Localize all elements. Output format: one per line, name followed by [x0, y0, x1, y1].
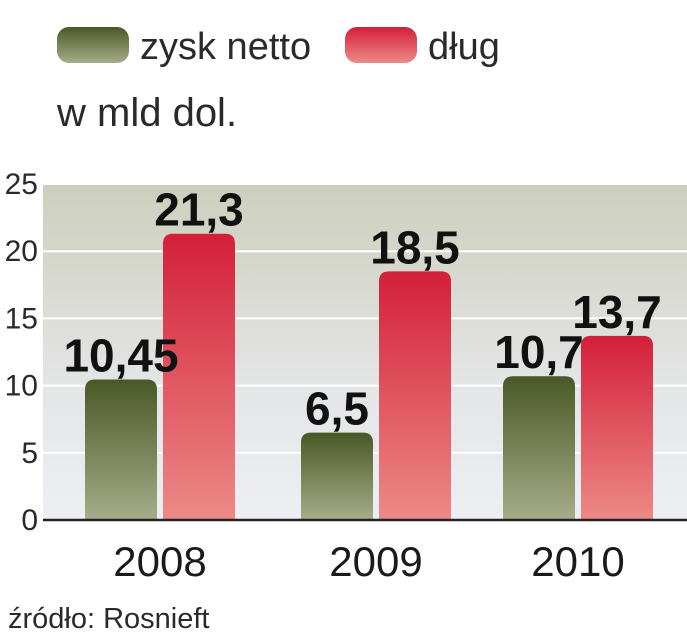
y-tick-label: 25: [5, 168, 38, 201]
legend-swatch-dlug: [345, 27, 417, 63]
x-tick-label: 2010: [531, 538, 624, 585]
legend-item-zysk-netto: zysk netto: [57, 26, 311, 68]
data-labels: 10,45 21,3 6,5 18,5 10,713,7: [63, 184, 661, 435]
legend: zysk netto dług: [57, 26, 500, 68]
bar-dlug-2010: [581, 335, 653, 520]
y-tick-label: 20: [5, 235, 38, 268]
legend-item-dlug: dług: [345, 26, 500, 68]
x-tick-label: 2008: [113, 538, 206, 585]
bar-dlug-2008: [163, 233, 235, 520]
bar-zysk-netto-2008: [85, 379, 157, 520]
bar-dlug-2009: [379, 271, 451, 520]
legend-swatch-zysk-netto: [57, 27, 129, 63]
y-tick-label: 15: [5, 302, 38, 335]
bars: [85, 233, 653, 520]
y-tick-label: 5: [21, 437, 38, 470]
data-label: 10,45: [63, 330, 178, 382]
bar-zysk-netto-2009: [301, 432, 373, 520]
y-tick-label: 0: [21, 504, 38, 537]
y-axis: 0 5 10 15 20 25: [5, 168, 38, 537]
x-axis: 2008 2009 2010: [113, 538, 624, 585]
data-label: 6,5: [305, 383, 369, 435]
bar-zysk-netto-2010: [503, 376, 575, 520]
legend-label-dlug: dług: [428, 26, 500, 68]
source-label: źródło: Rosnieft: [8, 603, 210, 635]
data-label: 13,7: [572, 286, 662, 338]
legend-label-zysk-netto: zysk netto: [140, 26, 311, 68]
unit-label: w mld dol.: [56, 91, 237, 135]
data-label: 18,5: [370, 221, 460, 273]
data-label: 21,3: [154, 184, 244, 236]
y-tick-label: 10: [5, 370, 38, 403]
plot-area: 0 5 10 15 20 25 10,45 21,3 6,5 18,5 10,713,7 2008…: [5, 168, 687, 585]
x-tick-label: 2009: [329, 538, 422, 585]
data-label: 10,7: [494, 326, 584, 378]
